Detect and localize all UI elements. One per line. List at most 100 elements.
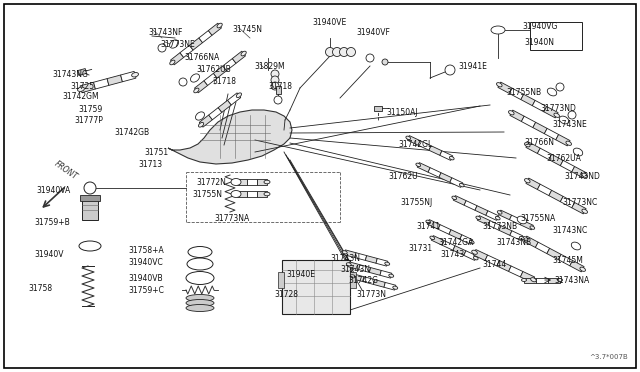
Ellipse shape xyxy=(132,73,138,77)
Polygon shape xyxy=(524,278,536,282)
Polygon shape xyxy=(429,146,442,155)
Polygon shape xyxy=(538,148,552,160)
Ellipse shape xyxy=(346,263,351,266)
Polygon shape xyxy=(558,254,573,266)
Polygon shape xyxy=(204,73,217,86)
Polygon shape xyxy=(570,260,584,272)
Ellipse shape xyxy=(476,216,481,219)
Text: 31773NA: 31773NA xyxy=(214,214,249,223)
Text: 31743NB: 31743NB xyxy=(496,238,531,247)
Polygon shape xyxy=(344,250,356,257)
Ellipse shape xyxy=(582,173,588,177)
Ellipse shape xyxy=(452,196,456,200)
Polygon shape xyxy=(544,106,558,118)
Ellipse shape xyxy=(525,179,530,183)
Circle shape xyxy=(333,48,342,57)
Circle shape xyxy=(271,82,279,90)
Text: 31773NB: 31773NB xyxy=(482,222,517,231)
Polygon shape xyxy=(170,53,184,65)
Polygon shape xyxy=(510,110,524,122)
Polygon shape xyxy=(526,178,540,189)
Text: 31759+B: 31759+B xyxy=(34,218,70,227)
Ellipse shape xyxy=(449,156,454,160)
Bar xyxy=(282,260,350,314)
Text: 31743: 31743 xyxy=(440,250,464,259)
Polygon shape xyxy=(536,278,548,282)
Polygon shape xyxy=(520,272,535,282)
Circle shape xyxy=(179,78,187,86)
Polygon shape xyxy=(464,251,477,260)
Text: 31745N: 31745N xyxy=(232,25,262,34)
Circle shape xyxy=(84,182,96,194)
Ellipse shape xyxy=(393,286,397,289)
Ellipse shape xyxy=(416,163,420,167)
Polygon shape xyxy=(464,201,477,210)
Polygon shape xyxy=(428,168,441,177)
Text: 31745M: 31745M xyxy=(552,256,583,265)
Ellipse shape xyxy=(186,299,214,307)
Ellipse shape xyxy=(342,251,347,254)
Ellipse shape xyxy=(385,262,390,265)
Text: 31772N: 31772N xyxy=(196,178,226,187)
Ellipse shape xyxy=(195,112,205,120)
Ellipse shape xyxy=(79,241,101,251)
Ellipse shape xyxy=(530,226,534,229)
Polygon shape xyxy=(536,242,550,254)
Ellipse shape xyxy=(77,87,84,92)
Text: 31762UB: 31762UB xyxy=(196,65,231,74)
Ellipse shape xyxy=(264,192,270,196)
Polygon shape xyxy=(199,115,212,127)
Text: 31742GA: 31742GA xyxy=(438,238,473,247)
Text: 31762U: 31762U xyxy=(388,172,418,181)
Polygon shape xyxy=(363,277,374,285)
Ellipse shape xyxy=(509,110,514,115)
Ellipse shape xyxy=(231,190,241,198)
Text: 31940V: 31940V xyxy=(34,250,63,259)
Ellipse shape xyxy=(522,237,528,241)
Polygon shape xyxy=(348,262,360,270)
Polygon shape xyxy=(257,179,267,185)
Ellipse shape xyxy=(231,179,241,186)
Polygon shape xyxy=(223,58,236,71)
Text: 31731: 31731 xyxy=(408,244,432,253)
Polygon shape xyxy=(521,94,535,106)
Polygon shape xyxy=(418,141,431,150)
Ellipse shape xyxy=(191,74,200,82)
Text: 31766N: 31766N xyxy=(524,138,554,147)
Polygon shape xyxy=(533,122,547,134)
Polygon shape xyxy=(440,151,453,160)
Text: 31725: 31725 xyxy=(70,82,94,91)
Ellipse shape xyxy=(187,258,213,270)
Text: 31829M: 31829M xyxy=(254,62,285,71)
Polygon shape xyxy=(77,68,86,76)
Text: ^3.7*007B: ^3.7*007B xyxy=(589,354,628,360)
Text: 31743NC: 31743NC xyxy=(552,226,588,235)
Ellipse shape xyxy=(580,267,586,272)
Polygon shape xyxy=(228,93,241,105)
Ellipse shape xyxy=(194,88,199,93)
Ellipse shape xyxy=(234,180,240,184)
Circle shape xyxy=(271,70,279,78)
Polygon shape xyxy=(453,246,466,255)
Polygon shape xyxy=(561,196,575,208)
Ellipse shape xyxy=(430,236,435,240)
Polygon shape xyxy=(380,270,392,278)
Bar xyxy=(82,196,98,220)
Polygon shape xyxy=(195,81,207,93)
Text: 31777P: 31777P xyxy=(74,116,103,125)
Text: 31940VC: 31940VC xyxy=(128,258,163,267)
Ellipse shape xyxy=(525,142,530,147)
Text: 31743N: 31743N xyxy=(340,265,370,274)
Text: 31718: 31718 xyxy=(268,82,292,91)
Polygon shape xyxy=(407,135,420,145)
Text: FRONT: FRONT xyxy=(52,160,79,182)
Circle shape xyxy=(382,59,388,65)
Polygon shape xyxy=(80,82,95,93)
Polygon shape xyxy=(549,190,563,202)
Polygon shape xyxy=(93,78,109,89)
Polygon shape xyxy=(376,259,388,266)
Polygon shape xyxy=(257,191,267,197)
Circle shape xyxy=(158,44,166,52)
Text: 31759: 31759 xyxy=(78,105,102,114)
Text: 31742GM: 31742GM xyxy=(62,92,99,101)
